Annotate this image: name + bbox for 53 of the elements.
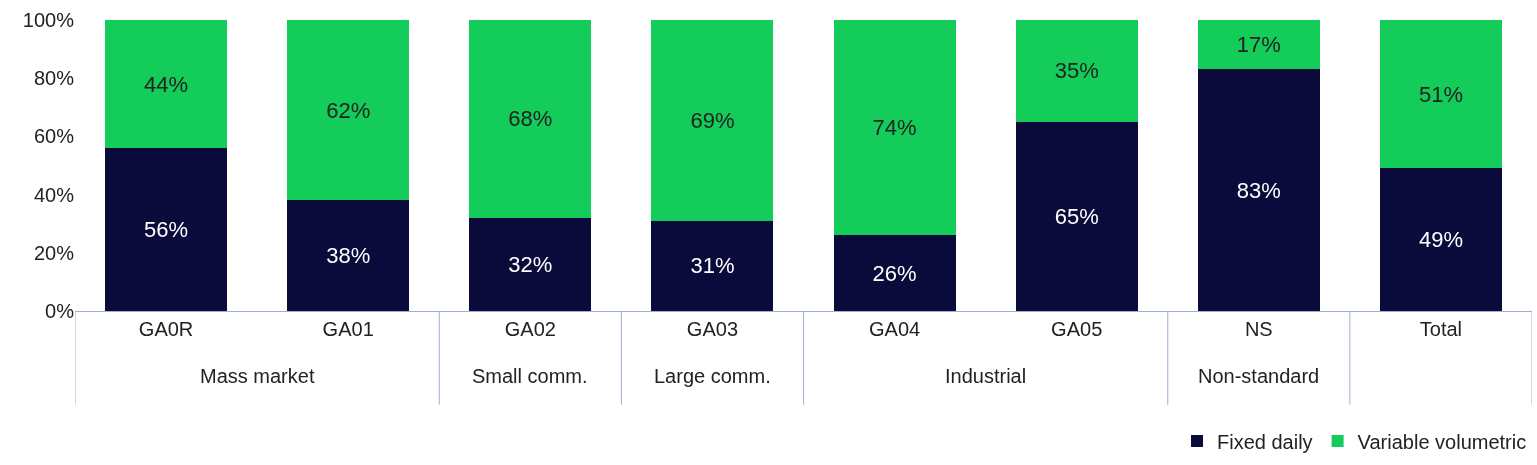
data-label: 83% — [1236, 177, 1281, 203]
y-tick-label: 60% — [33, 125, 75, 148]
data-label: 31% — [690, 253, 735, 279]
bar — [1379, 168, 1502, 311]
data-label: 44% — [144, 71, 189, 97]
bar — [469, 20, 592, 218]
data-label: 62% — [326, 97, 371, 123]
x-tick-label: GA02 — [504, 318, 556, 340]
data-label: 49% — [1418, 227, 1463, 253]
text: Mass market — [200, 365, 315, 387]
y-tick-label: 40% — [33, 183, 75, 206]
x-tick-label: Total — [1419, 318, 1463, 340]
bar — [1015, 20, 1138, 122]
y-tick-label: 20% — [33, 241, 75, 264]
data-label: 38% — [326, 243, 371, 269]
data-label: 32% — [508, 251, 553, 277]
bar — [469, 217, 592, 311]
bar — [1015, 121, 1138, 311]
x-tick-label: GA01 — [322, 318, 374, 340]
x-tick-label: NS — [1244, 318, 1273, 340]
text: Small comm. — [472, 365, 588, 387]
data-label: 35% — [1054, 58, 1099, 84]
data-label: 26% — [872, 260, 917, 286]
x-tick-label: GA04 — [868, 318, 921, 340]
text: Large comm. — [654, 365, 771, 387]
bar — [287, 200, 410, 311]
data-label: 51% — [1418, 81, 1463, 107]
x-tick-label: GA05 — [1051, 318, 1103, 340]
bar — [1197, 69, 1320, 311]
bar — [651, 220, 774, 311]
bar — [833, 20, 956, 236]
bar — [105, 20, 228, 149]
x-tick-label: GA0R — [138, 318, 194, 340]
bar — [651, 20, 774, 221]
bar — [1197, 20, 1320, 70]
data-label: 17% — [1236, 32, 1281, 58]
bar — [105, 148, 228, 311]
legend-label: Fixed daily — [1217, 430, 1313, 453]
y-tick-label: 100% — [22, 9, 75, 31]
bar — [833, 235, 956, 311]
legend-label: Variable volumetric — [1357, 430, 1527, 453]
data-label: 68% — [508, 106, 553, 132]
text: Industrial — [945, 365, 1027, 387]
x-tick-label: GA03 — [686, 318, 739, 340]
data-label: 69% — [690, 107, 735, 133]
bar — [287, 20, 410, 201]
y-tick-label: 80% — [33, 67, 75, 90]
data-label: 65% — [1054, 203, 1099, 229]
data-label: 74% — [872, 115, 917, 141]
y-tick-label: 0% — [45, 300, 75, 322]
bar — [1379, 20, 1502, 169]
data-label: 56% — [144, 217, 189, 243]
text: Non-standard — [1198, 365, 1320, 387]
